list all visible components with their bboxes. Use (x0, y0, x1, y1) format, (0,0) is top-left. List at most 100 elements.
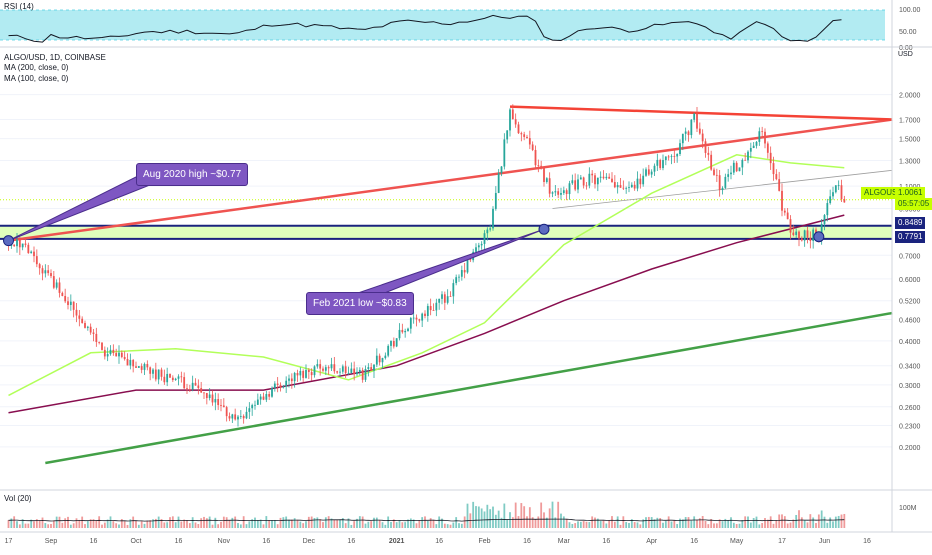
last-price-countdown: 05:57:05 (895, 198, 932, 210)
volume-bar (302, 523, 305, 528)
callout-aug-2020-high[interactable]: Aug 2020 high ~$0.77 (136, 163, 249, 186)
candle-body (290, 378, 293, 382)
volume-bar (208, 516, 211, 528)
candle-body (466, 259, 469, 273)
candle-body (832, 192, 834, 197)
candle-body (537, 165, 540, 167)
volume-bar (254, 517, 256, 528)
volume-bar (305, 521, 307, 528)
candle-body (560, 193, 562, 195)
candle-body (721, 187, 724, 191)
candle-body (268, 394, 271, 397)
candle-body (526, 136, 528, 139)
candle-body (149, 367, 152, 374)
volume-bar (341, 518, 344, 528)
volume-bar (565, 519, 568, 528)
volume-bar (373, 517, 375, 528)
volume-bar (832, 521, 834, 528)
rsi-pane[interactable]: 100.00 50.00 0.00 (0, 7, 932, 52)
candle-body (483, 233, 486, 244)
volume-bar (834, 516, 837, 528)
candle-body (639, 178, 642, 185)
volume-bar (687, 517, 690, 528)
candle-body (313, 366, 316, 376)
candle-body (562, 190, 565, 194)
candle-body (146, 363, 149, 368)
candle-body (222, 405, 225, 408)
candle-body (137, 366, 140, 368)
volume-bar (24, 523, 27, 528)
volume-bar (191, 517, 194, 528)
volume-bar (197, 524, 200, 528)
volume-bar (225, 517, 228, 528)
volume-bar (169, 517, 171, 528)
candle-body (579, 177, 582, 180)
time-tick-label: Nov (218, 538, 231, 545)
price-tick-label: 0.6000 (899, 277, 921, 284)
volume-bar (548, 508, 551, 528)
candle-body (656, 159, 659, 166)
volume-bar (781, 514, 783, 528)
candle-body (16, 239, 18, 247)
symbol-label[interactable]: ALGO/USD, 1D, COINBASE (4, 53, 106, 62)
ma100-legend[interactable]: MA (100, close, 0) (4, 74, 69, 83)
volume-bar (75, 518, 78, 528)
volume-bar (707, 524, 710, 528)
candle-body (577, 179, 579, 190)
volume-bar (591, 516, 594, 528)
candle-body (407, 328, 409, 332)
candle-body (696, 113, 698, 129)
candle-body (18, 239, 21, 248)
volume-pane (0, 489, 932, 528)
volume-bar (735, 524, 738, 528)
candle-body (273, 383, 276, 389)
candle-body (188, 389, 191, 390)
candle-body (35, 256, 38, 265)
volume-bar (730, 517, 732, 528)
volume-bar (642, 519, 645, 528)
volume-bar (840, 514, 843, 528)
candle-body (171, 377, 174, 381)
volume-bar (347, 518, 350, 528)
volume-bar (749, 522, 752, 528)
volume-bar (186, 520, 188, 528)
volume-bar (449, 524, 452, 528)
volume-bar (384, 524, 387, 528)
volume-bar (520, 503, 523, 528)
callout-feb-2021-low[interactable]: Feb 2021 low ~$0.83 (306, 292, 414, 315)
ma200-legend[interactable]: MA (200, close, 0) (4, 63, 69, 72)
level-0-8489-tag: 0.8489 (895, 217, 926, 229)
volume-bar (514, 502, 517, 528)
volume-bar (662, 522, 664, 528)
candle-body (438, 298, 441, 303)
candle-body (662, 160, 664, 169)
candle-body (704, 141, 707, 153)
volume-bar (435, 524, 438, 528)
time-tick-label: 16 (690, 538, 698, 545)
volume-bar (387, 516, 390, 528)
candle-body (86, 326, 89, 328)
support-zone-fill (0, 225, 892, 239)
candle-body (520, 133, 523, 135)
candle-body (679, 143, 681, 155)
time-tick-label: 16 (602, 538, 610, 545)
candle-body (693, 113, 696, 120)
time-axis[interactable]: 17 Sep 16 Oct 16 Nov 16 Dec 16 2021 16 Feb 16 Mar 16 Ap… (0, 531, 932, 545)
volume-bar (673, 520, 676, 528)
volume-bar (798, 510, 800, 528)
candle-body (33, 251, 35, 257)
volume-bar (38, 520, 41, 528)
volume-bar (817, 514, 820, 528)
candle-body (254, 404, 256, 406)
volume-bar (826, 522, 829, 528)
candle-body (492, 208, 494, 229)
candle-body (69, 301, 72, 305)
volume-bar (290, 519, 293, 528)
candle-body (506, 130, 509, 140)
candle-body (92, 332, 95, 334)
candle-body (52, 276, 55, 288)
candle-body (574, 180, 577, 190)
rsi-band (0, 10, 885, 40)
